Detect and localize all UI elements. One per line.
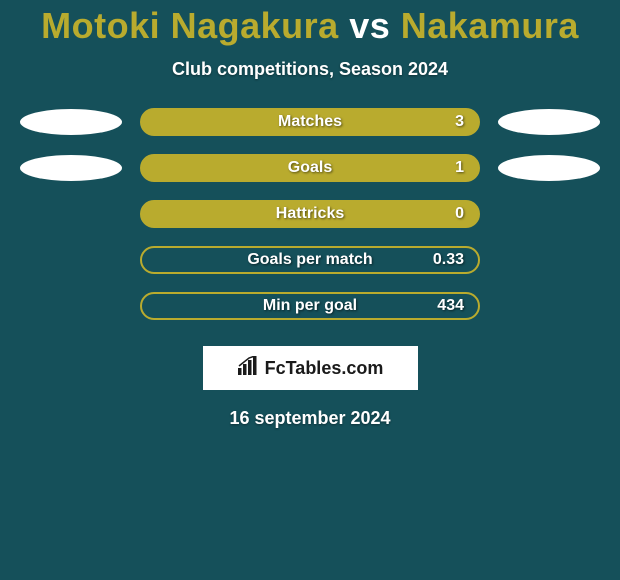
chart-icon bbox=[237, 356, 259, 381]
stat-row: Goals per match 0.33 bbox=[0, 246, 620, 274]
comparison-card: Motoki Nagakura vs Nakamura Club competi… bbox=[0, 0, 620, 580]
brand-text: FcTables.com bbox=[265, 358, 384, 379]
stat-label: Matches bbox=[278, 113, 342, 131]
left-ellipse bbox=[20, 109, 122, 135]
stat-bar: Hattricks 0 bbox=[140, 200, 480, 228]
stat-label: Min per goal bbox=[263, 297, 357, 315]
stat-bar: Goals per match 0.33 bbox=[140, 246, 480, 274]
stat-label: Goals per match bbox=[247, 251, 372, 269]
subtitle: Club competitions, Season 2024 bbox=[172, 59, 448, 80]
stat-row: Min per goal 434 bbox=[0, 292, 620, 320]
stat-bar: Goals 1 bbox=[140, 154, 480, 182]
date-text: 16 september 2024 bbox=[229, 408, 390, 429]
brand-badge[interactable]: FcTables.com bbox=[203, 346, 418, 390]
stat-row: Goals 1 bbox=[0, 154, 620, 182]
stat-bar: Min per goal 434 bbox=[140, 292, 480, 320]
stat-row: Hattricks 0 bbox=[0, 200, 620, 228]
right-ellipse bbox=[498, 109, 600, 135]
stat-value: 0.33 bbox=[433, 251, 464, 269]
stat-value: 1 bbox=[455, 159, 464, 177]
stat-row: Matches 3 bbox=[0, 108, 620, 136]
stat-value: 0 bbox=[455, 205, 464, 223]
stat-bar: Matches 3 bbox=[140, 108, 480, 136]
stat-value: 434 bbox=[437, 297, 464, 315]
stat-label: Goals bbox=[288, 159, 332, 177]
player2-name: Nakamura bbox=[401, 5, 579, 46]
stat-label: Hattricks bbox=[276, 205, 344, 223]
stat-rows: Matches 3 Goals 1 Hattricks 0 Goals per match 0… bbox=[0, 108, 620, 320]
left-ellipse bbox=[20, 155, 122, 181]
page-title: Motoki Nagakura vs Nakamura bbox=[41, 5, 579, 47]
vs-text: vs bbox=[349, 5, 390, 46]
stat-value: 3 bbox=[455, 113, 464, 131]
right-ellipse bbox=[498, 155, 600, 181]
player1-name: Motoki Nagakura bbox=[41, 5, 339, 46]
